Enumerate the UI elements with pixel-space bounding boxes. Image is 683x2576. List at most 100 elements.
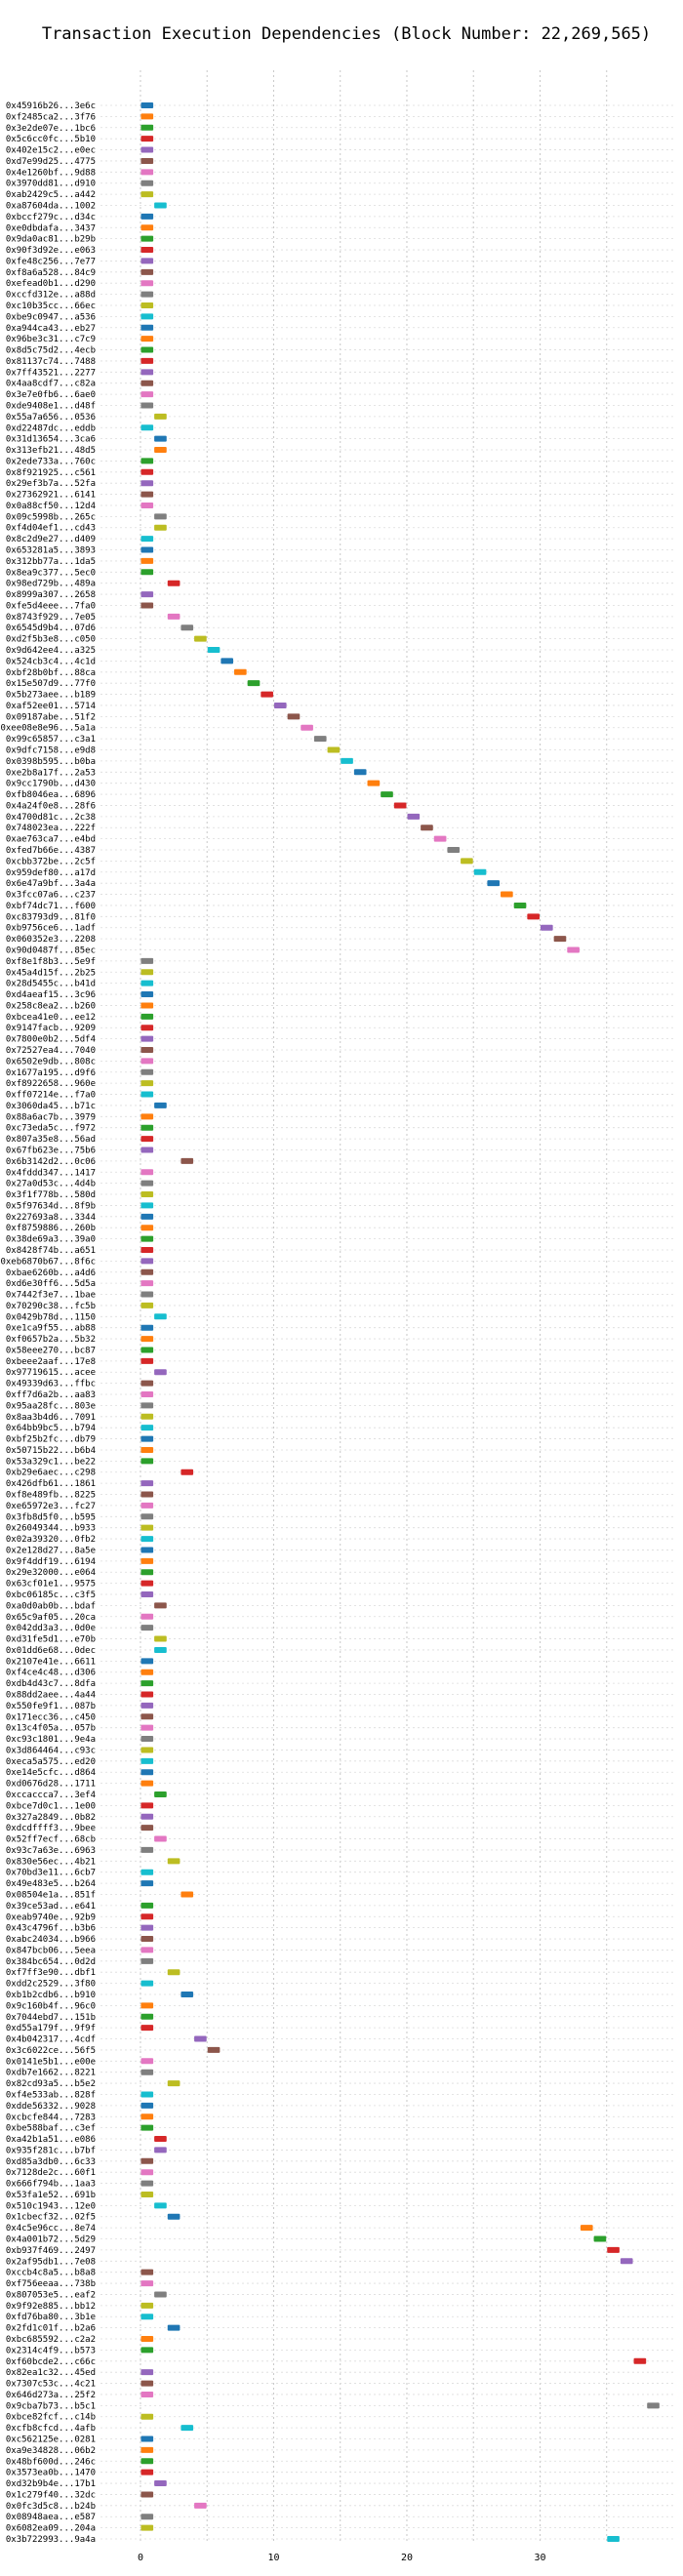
tx-bar [141, 2269, 154, 2275]
tx-label: 0xa42b1a51...e086 [6, 2135, 96, 2145]
tx-label: 0x3f1f778b...580d [6, 1190, 96, 1200]
tx-label: 0x45a4d15f...2b25 [6, 968, 96, 978]
tx-bar [501, 891, 513, 898]
tx-bar [141, 569, 154, 576]
tx-label: 0x7307c53c...4c21 [6, 2380, 96, 2390]
tx-label: 0x9c160b4f...96c0 [6, 2001, 96, 2011]
chart-title: Transaction Execution Dependencies (Bloc… [42, 24, 651, 44]
tx-bar [154, 447, 167, 454]
tx-label: 0x55a7a656...0536 [6, 413, 96, 423]
tx-bar [141, 336, 154, 342]
tx-label: 0xc562125e...0281 [6, 2435, 96, 2445]
tx-label: 0xccb4c8a5...b8a8 [6, 2269, 96, 2278]
tx-bar [141, 1058, 154, 1065]
tx-label: 0xe65972e3...fc27 [6, 1502, 96, 1511]
tx-label: 0x67fb623e...75b6 [6, 1146, 96, 1155]
tx-label: 0x53a329c1...be22 [6, 1457, 96, 1467]
tx-bar [141, 2347, 154, 2354]
tx-label: 0x38de69a3...39a0 [6, 1235, 96, 1245]
tx-bar [141, 1413, 154, 1420]
tx-label: 0xdd2c2529...3f80 [6, 1980, 96, 1990]
tx-label: 0x64bb9bc5...b794 [6, 1424, 96, 1433]
tx-label: 0x50715b22...b6b4 [6, 1446, 96, 1456]
tx-label: 0xf4e533ab...828f [6, 2090, 96, 2100]
tx-bar [327, 746, 341, 753]
tx-bar [633, 2357, 647, 2364]
tx-bar [141, 1380, 154, 1387]
tx-bar [141, 2391, 154, 2397]
tx-label: 0x227693a8...3344 [6, 1213, 96, 1223]
tx-label: 0xbe588baf...c3ef [6, 2124, 96, 2134]
tx-bar [154, 1791, 167, 1797]
tx-bar [487, 880, 501, 887]
tx-label: 0xa87604da...1002 [6, 201, 96, 211]
tx-label: 0x8999a307...2658 [6, 590, 96, 600]
tx-label: 0xbf25b2fc...db79 [6, 1435, 96, 1445]
tx-label: 0x5c6cc0fc...5b10 [6, 135, 96, 144]
tx-bar [647, 2402, 660, 2409]
tx-label: 0x5f97634d...8f9b [6, 1201, 96, 1211]
tx-label: 0x53fa1e52...691b [6, 2191, 96, 2200]
tx-bar [580, 2225, 593, 2232]
tx-label: 0xd7e99d25...4775 [6, 157, 96, 167]
tx-bar [141, 1025, 154, 1031]
x-axis-ticks: 0 10 20 30 [138, 2553, 546, 2563]
tx-label: 0x3fb8d5f0...b595 [6, 1512, 96, 1522]
tx-bar [353, 769, 367, 776]
tx-label: 0x9dfc7158...e9d8 [6, 746, 96, 756]
tx-bar [141, 247, 154, 254]
tx-label: 0x96be3c31...c7c9 [6, 335, 96, 344]
tx-label: 0x313efb21...48d5 [6, 446, 96, 456]
tx-bar [141, 491, 154, 498]
tx-bar [181, 624, 194, 631]
tx-bar [141, 346, 154, 353]
tx-label: 0xabc24034...b966 [6, 1935, 96, 1945]
tx-label: 0x0398b595...b0ba [6, 757, 96, 767]
tx-label: 0x29e32000...e064 [6, 1568, 96, 1578]
tx-bar [141, 1547, 154, 1553]
tx-bar [141, 2524, 154, 2531]
tx-bar [167, 1858, 181, 1865]
tx-label: 0x97719615...acee [6, 1368, 96, 1378]
tx-label: 0x2107e41e...6611 [6, 1657, 96, 1667]
tx-label: 0xf2485ca2...3f76 [6, 112, 96, 122]
tx-bar [141, 2069, 154, 2075]
tx-label: 0xf8e1f8b3...5e9f [6, 957, 96, 967]
tx-bar [407, 813, 421, 820]
tx-bar [141, 1580, 154, 1587]
tx-bar [141, 1347, 154, 1353]
tx-label: 0xf0657b2a...5b32 [6, 1335, 96, 1345]
tx-bar [141, 1613, 154, 1620]
tx-bar [141, 1246, 154, 1253]
tx-label: 0x8d5c75d2...4ecb [6, 346, 96, 356]
tx-bar [141, 2435, 154, 2442]
tx-bar [141, 1947, 154, 1953]
tx-label: 0xa944ca43...eb27 [6, 324, 96, 334]
tx-bar [141, 2025, 154, 2032]
tx-label: 0xde9408e1...d48f [6, 401, 96, 411]
tx-label: 0xcbb372be...2c5f [6, 857, 96, 866]
tx-bar [207, 2046, 221, 2053]
tx-label: 0x49339d63...ffbc [6, 1380, 96, 1389]
tx-label: 0x6b3142d2...0c06 [6, 1157, 96, 1167]
tx-label: 0x98ed729b...489a [6, 580, 96, 589]
tx-label: 0x1c279f40...32dc [6, 2490, 96, 2500]
tx-bar [141, 1625, 154, 1631]
tx-label: 0xf8922658...960e [6, 1079, 96, 1089]
tx-label: 0x7044ebd7...151b [6, 2013, 96, 2023]
tx-label: 0xd55a179f...9f9f [6, 2024, 96, 2033]
tx-label: 0x4fddd347...1417 [6, 1168, 96, 1178]
tx-label: 0x63cf01e1...9575 [6, 1580, 96, 1590]
tx-bar [141, 1557, 154, 1564]
tx-label: 0x43c4796f...b3b6 [6, 1924, 96, 1934]
tx-bar [141, 136, 154, 142]
tx-bar [367, 780, 381, 786]
tx-label: 0xbce7d0c1...1e00 [6, 1801, 96, 1811]
x-tick-label: 30 [534, 2553, 545, 2563]
tx-bar [154, 2291, 167, 2298]
tx-bar [141, 291, 154, 298]
tx-bar [141, 1491, 154, 1498]
tx-bar [154, 1313, 167, 1320]
tx-bar [141, 1213, 154, 1220]
tx-bar [141, 1825, 154, 1831]
